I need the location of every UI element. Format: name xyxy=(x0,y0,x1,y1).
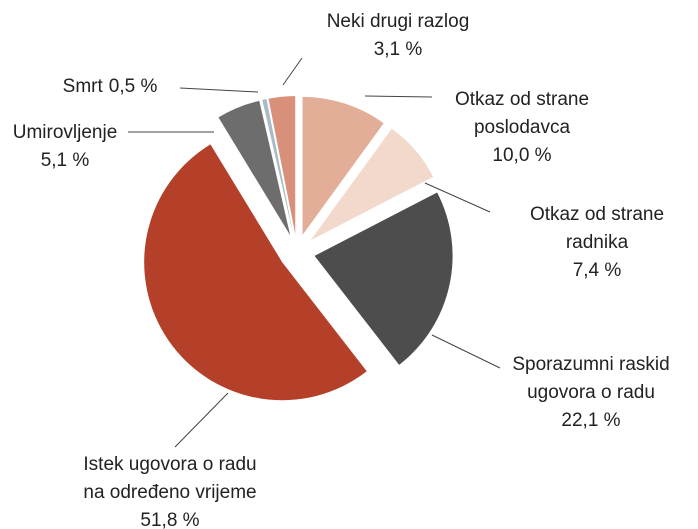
data-label: Smrt 0,5 % xyxy=(63,76,158,97)
category-label: Otkaz od strane xyxy=(530,204,664,225)
pie-slice xyxy=(144,144,367,401)
pie-slice xyxy=(268,96,296,235)
leader-line xyxy=(431,334,501,369)
pie-slice xyxy=(302,96,384,235)
pie-slice xyxy=(218,100,291,236)
pie-slice xyxy=(262,99,294,235)
leader-line xyxy=(174,392,229,448)
leader-line xyxy=(364,95,433,98)
leader-line xyxy=(282,57,303,86)
leader-line xyxy=(424,182,491,213)
value-label: 51,8 % xyxy=(140,510,199,529)
category-label: Otkaz od strane xyxy=(455,89,589,110)
category-label: poslodavca xyxy=(474,117,571,138)
category-label: Neki drugi razlog xyxy=(327,11,470,32)
category-label: Smrt xyxy=(63,76,104,97)
value-label: 3,1 % xyxy=(374,39,423,60)
pie-slice xyxy=(310,128,434,241)
value-label: 5,1 % xyxy=(41,150,90,171)
leader-line xyxy=(179,87,259,93)
value-label: 0,5 % xyxy=(109,76,158,97)
pie-slice xyxy=(314,192,453,365)
category-label: ugovora o radu xyxy=(527,382,655,403)
value-label: 10,0 % xyxy=(492,145,551,166)
value-label: 22,1 % xyxy=(561,410,620,431)
category-label: Sporazumni raskid xyxy=(512,354,669,375)
category-label: Istek ugovora o radu xyxy=(83,454,256,475)
category-label: na određeno vrijeme xyxy=(83,482,256,503)
category-label: Umirovljenje xyxy=(13,122,118,143)
category-label: radnika xyxy=(566,232,629,253)
value-label: 7,4 % xyxy=(573,260,622,281)
